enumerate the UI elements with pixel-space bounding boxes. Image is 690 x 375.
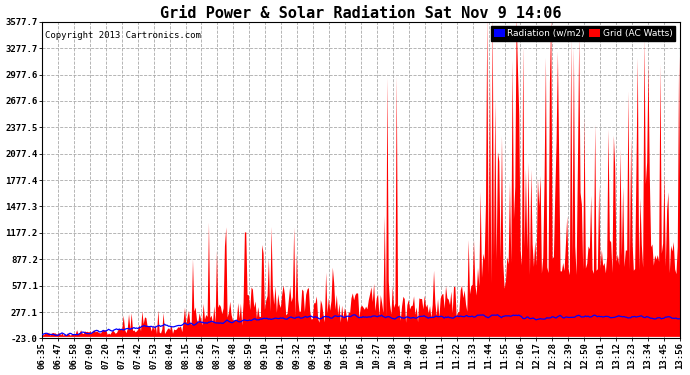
- Text: Copyright 2013 Cartronics.com: Copyright 2013 Cartronics.com: [45, 31, 201, 40]
- Legend: Radiation (w/m2), Grid (AC Watts): Radiation (w/m2), Grid (AC Watts): [491, 26, 676, 40]
- Title: Grid Power & Solar Radiation Sat Nov 9 14:06: Grid Power & Solar Radiation Sat Nov 9 1…: [160, 6, 562, 21]
